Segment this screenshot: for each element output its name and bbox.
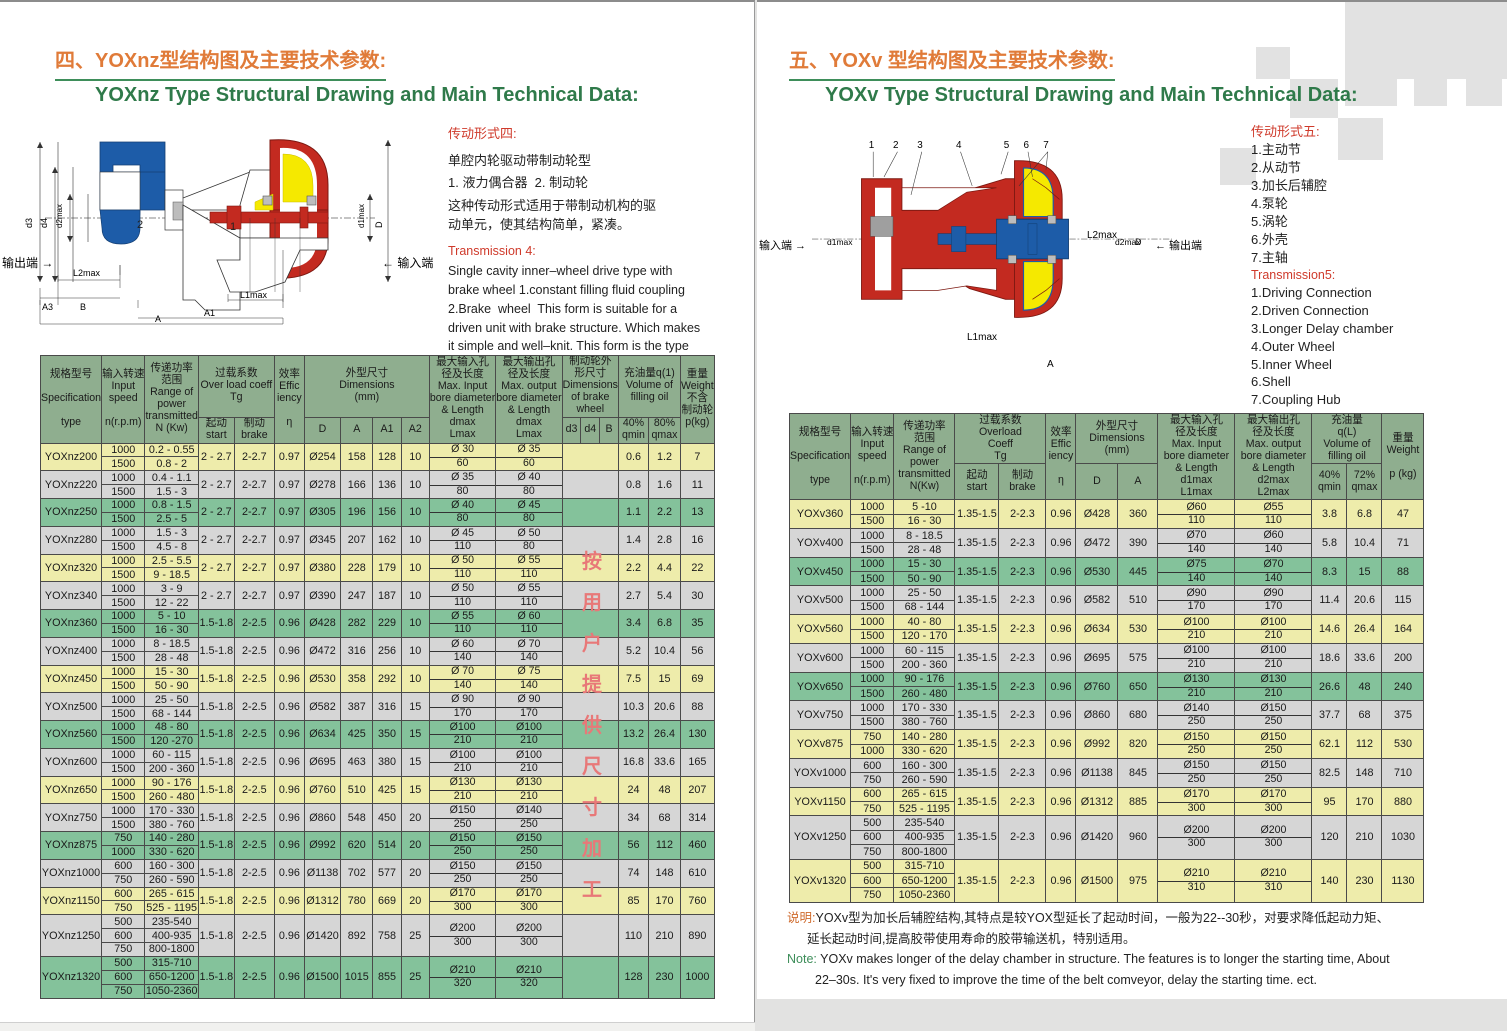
- svg-text:B: B: [80, 302, 86, 312]
- svg-text:L2max: L2max: [73, 268, 101, 278]
- svg-text:d4: d4: [39, 218, 49, 228]
- svg-text:d2max: d2max: [55, 204, 64, 228]
- svg-text:2: 2: [893, 140, 899, 151]
- svg-text:A3: A3: [42, 302, 53, 312]
- svg-text:6: 6: [1024, 140, 1030, 151]
- svg-text:7: 7: [1043, 140, 1049, 151]
- svg-text:A1: A1: [204, 308, 215, 318]
- svg-text:5: 5: [1004, 140, 1010, 151]
- svg-text:1: 1: [869, 140, 875, 151]
- svg-text:D: D: [374, 221, 384, 228]
- svg-text:L1max: L1max: [240, 290, 268, 300]
- svg-text:d1max: d1max: [357, 204, 366, 228]
- svg-text:A: A: [155, 314, 161, 324]
- svg-text:d3: d3: [24, 218, 34, 228]
- svg-text:4: 4: [956, 140, 962, 151]
- svg-text:3: 3: [917, 140, 923, 151]
